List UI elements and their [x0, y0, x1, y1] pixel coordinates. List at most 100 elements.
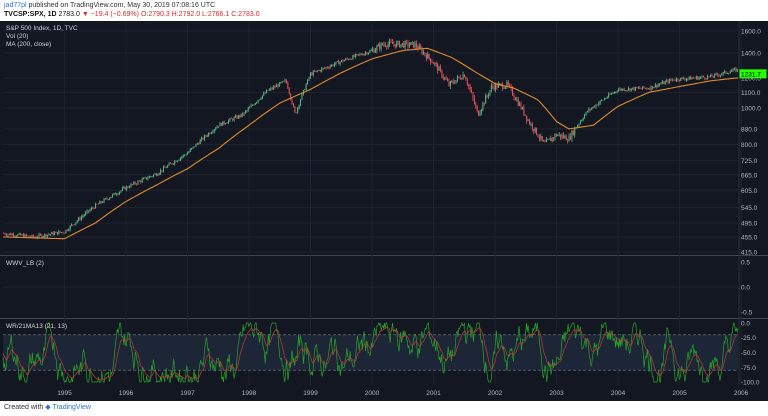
price-tick-label: 725.0: [741, 158, 758, 165]
publish-info: published on TradingView.com, May 30, 20…: [26, 2, 216, 9]
candle-body: [93, 208, 95, 209]
candle-body: [382, 43, 384, 46]
candle-body: [99, 201, 101, 204]
candle-body: [415, 43, 417, 48]
candle-body: [572, 130, 574, 135]
candle-body: [331, 64, 333, 67]
candle-body: [626, 89, 628, 91]
candle-body: [44, 234, 46, 237]
candle-body: [219, 123, 221, 127]
chart-area[interactable]: 1600.0 1400.0 1200.0 1100.0 1000.0 880.0 800.0…: [0, 21, 768, 401]
candle-body: [555, 134, 557, 136]
candle-body: [345, 58, 347, 61]
candle-body: [199, 140, 201, 145]
candle-body: [397, 41, 399, 43]
candle-body: [567, 140, 569, 142]
time-tick-label: 2001: [426, 390, 441, 397]
candle-body: [461, 78, 463, 80]
candle-body: [449, 81, 451, 86]
candle-body: [72, 224, 74, 226]
candle-body: [141, 179, 143, 183]
candle-body: [571, 130, 573, 139]
symbol-line: TVCSP:SPX, 1D 2783.0 ▼ −19.4 (−0.69%) O:…: [4, 11, 260, 18]
candle-body: [188, 151, 190, 154]
candle-body: [349, 59, 351, 60]
candle-body: [391, 42, 393, 44]
candle-body: [343, 60, 345, 62]
candle-body: [438, 67, 440, 71]
candle-body: [707, 76, 709, 79]
candle-body: [684, 79, 686, 81]
candle-body: [435, 63, 437, 65]
candle-body: [104, 198, 106, 199]
candle-body: [468, 84, 470, 87]
candle-body: [418, 46, 420, 49]
candle-body: [21, 234, 23, 236]
candle-body: [420, 46, 422, 49]
candle-body: [350, 59, 352, 60]
candle-body: [649, 88, 651, 90]
candle-body: [401, 43, 403, 45]
candle-body: [623, 88, 625, 91]
candle-body: [444, 77, 446, 79]
candle-body: [413, 41, 415, 48]
candle-body: [384, 44, 386, 47]
candle-body: [376, 46, 378, 51]
candle-body: [164, 167, 166, 168]
candle-body: [434, 63, 436, 64]
candle-body: [700, 77, 702, 78]
candle-body: [717, 73, 719, 75]
candle-body: [136, 183, 138, 185]
candle-body: [479, 112, 481, 116]
candle-body: [562, 135, 564, 138]
candle-body: [13, 234, 15, 237]
candle-body: [451, 81, 453, 82]
candle-body: [471, 89, 473, 93]
candle-body: [28, 235, 30, 237]
candle-body: [688, 76, 690, 79]
candle-body: [496, 84, 498, 88]
candle-body: [168, 163, 170, 166]
candle-body: [83, 214, 85, 216]
candle-body: [690, 76, 692, 80]
candle-body: [437, 64, 439, 71]
candle-body: [432, 62, 434, 64]
candle-body: [406, 41, 408, 43]
candle-body: [3, 233, 5, 234]
candle-body: [244, 111, 246, 113]
candle-body: [663, 81, 665, 84]
time-tick-label: 1999: [303, 390, 318, 397]
candle-body: [389, 41, 391, 45]
candle-body: [400, 44, 402, 48]
candle-body: [359, 54, 361, 55]
candle-body: [387, 44, 389, 47]
candle-body: [75, 222, 77, 225]
symbol-label: TVCSP:SPX, 1D: [4, 11, 57, 18]
candle-body: [160, 170, 162, 174]
candle-body: [175, 161, 177, 162]
candle-body: [574, 128, 576, 135]
candle-body: [92, 208, 94, 209]
candle-body: [339, 61, 341, 65]
candle-body: [581, 119, 583, 122]
candle-body: [112, 194, 114, 197]
candle-body: [526, 115, 528, 121]
candle-body: [96, 203, 98, 205]
candle-body: [333, 64, 335, 66]
candle-body: [41, 234, 43, 238]
candle-body: [557, 135, 559, 136]
main-legend-item: S&P 500 Index, 1D, TVC: [6, 25, 78, 32]
candle-body: [233, 117, 235, 121]
tradingview-logo[interactable]: ◆ TradingView: [45, 404, 91, 411]
candle-body: [640, 88, 642, 90]
candle-body: [447, 79, 449, 82]
candle-body: [76, 220, 78, 223]
publisher-username[interactable]: jad77pl: [4, 2, 27, 9]
candle-body: [728, 73, 730, 74]
candle-body: [202, 137, 204, 140]
candle-body: [472, 92, 474, 98]
price-tick-label: 1000.0: [741, 105, 761, 112]
candle-body: [554, 134, 556, 139]
candle-body: [537, 134, 539, 138]
